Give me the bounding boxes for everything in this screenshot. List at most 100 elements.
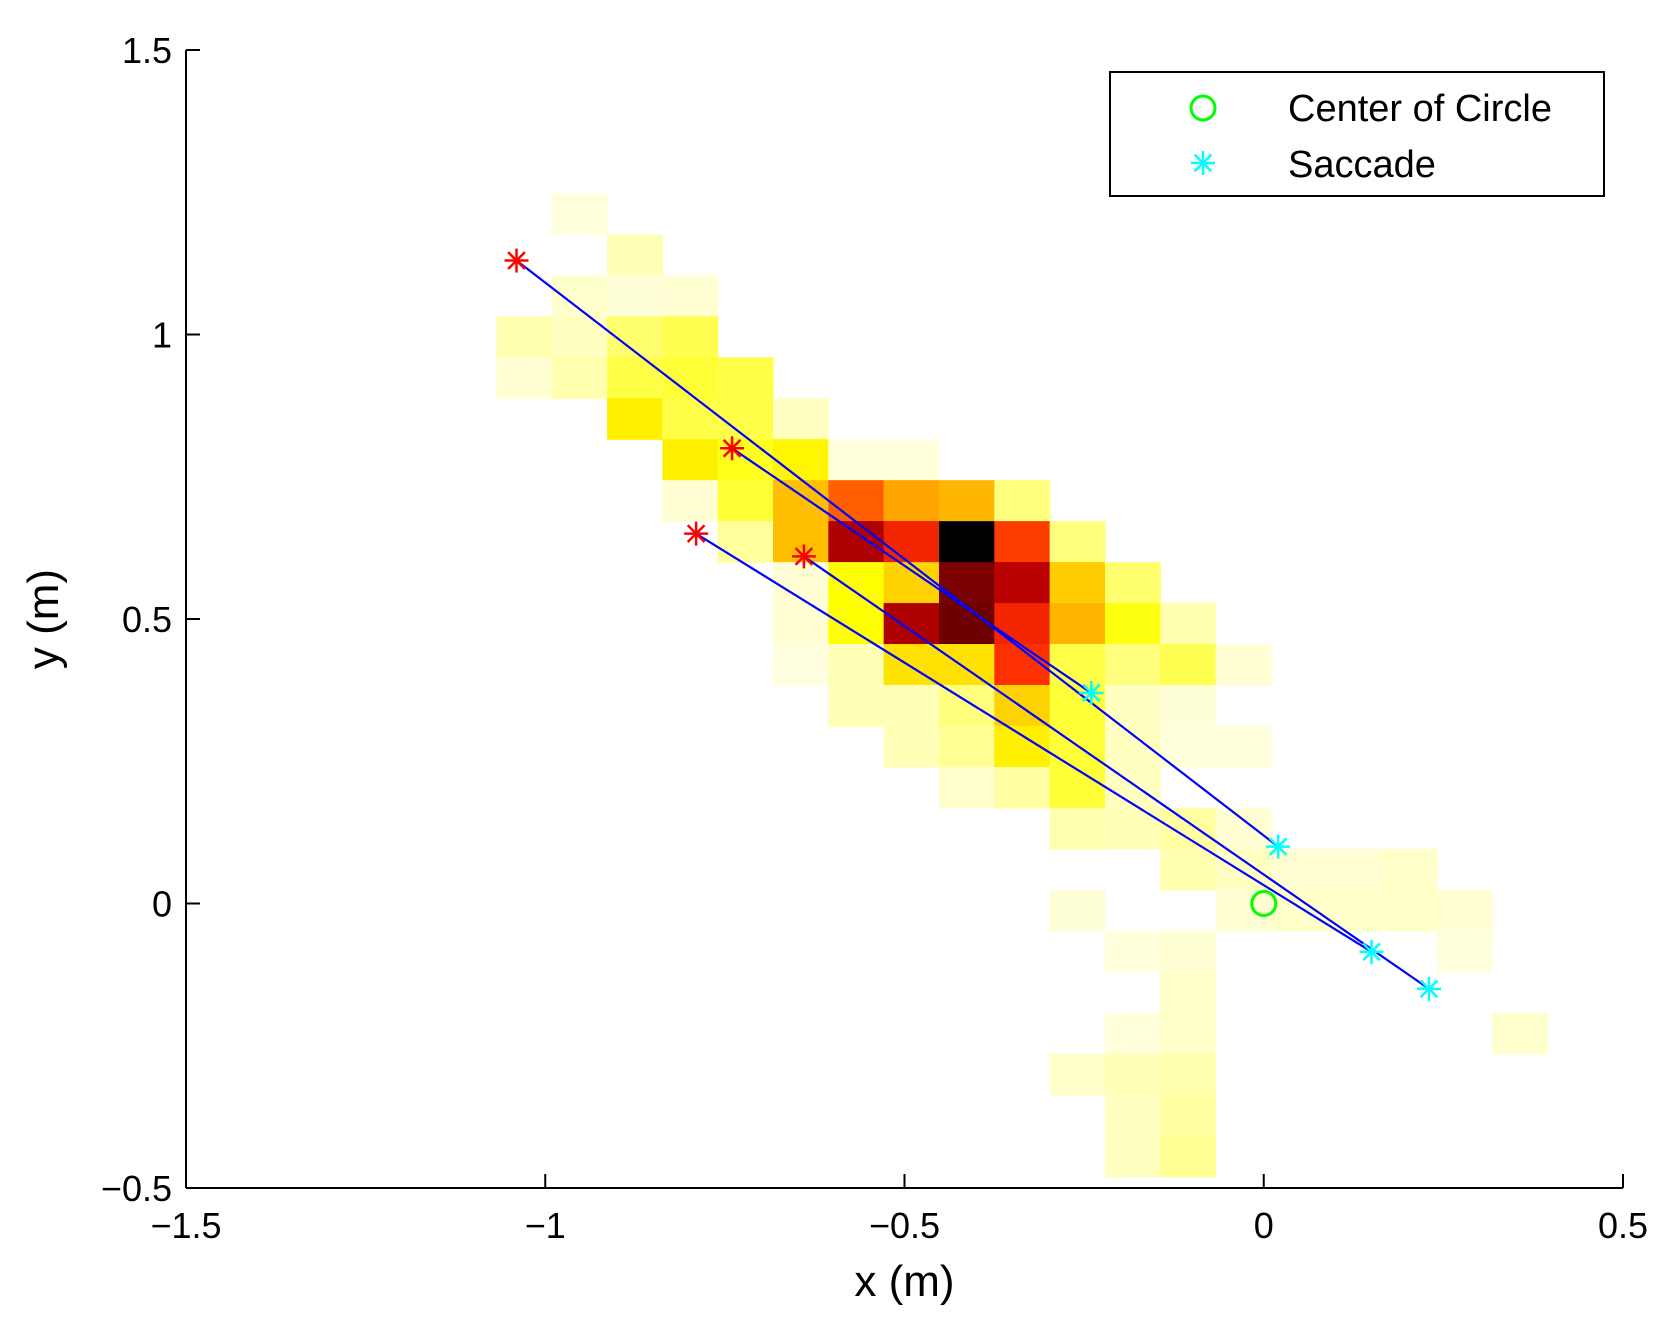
heatmap-cell (496, 316, 553, 358)
heatmap-cell (662, 316, 719, 358)
heatmap-cell (994, 480, 1051, 522)
heatmap-cell (551, 316, 608, 358)
x-tick-label: −0.5 (869, 1205, 940, 1246)
markers (504, 248, 1442, 1001)
heatmap-cell (994, 521, 1051, 563)
heatmap-cell (1049, 603, 1106, 645)
x-axis-ticks: −1.5 −1 −0.5 0 0.5 (150, 1174, 1648, 1246)
heatmap-cell (607, 275, 663, 317)
x-tick-label: 0.5 (1598, 1205, 1648, 1246)
heatmap-cell (1160, 971, 1217, 1014)
heatmap-cell (883, 521, 940, 563)
heatmap-cell (551, 193, 608, 235)
saccade-line (803, 555, 1430, 990)
heatmap-cell (1104, 725, 1161, 768)
heatmap-cell (994, 562, 1051, 604)
heatmap-cell (994, 766, 1051, 809)
heatmap-cell (717, 521, 774, 563)
heatmap-cell (1049, 1053, 1106, 1096)
heatmap-cell (717, 480, 774, 522)
heatmap-cell (1270, 848, 1327, 891)
heatmap-cell (1215, 889, 1272, 932)
heatmap-cell (1104, 807, 1161, 850)
y-tick-label: −0.5 (101, 1168, 172, 1209)
heatmap-cell (773, 603, 829, 645)
legend-label-center-of-circle: Center of Circle (1288, 88, 1552, 130)
heatmap-cell (1436, 889, 1493, 932)
heatmap-cell (1104, 1012, 1161, 1055)
heatmap-cell (1049, 644, 1106, 686)
legend: Center of Circle Saccade (1109, 71, 1605, 197)
saccade-lines (515, 259, 1430, 990)
heatmap-cell (1160, 725, 1217, 768)
heatmap-cell (938, 644, 995, 686)
heatmap-cell (551, 357, 608, 399)
x-axis-title: x (m) (854, 1257, 954, 1306)
legend-box (1109, 71, 1605, 197)
heatmap-cell (1160, 1053, 1217, 1096)
start-marker (791, 544, 816, 569)
heatmap-cell (883, 480, 940, 522)
y-tick-label: 0 (152, 884, 172, 925)
heatmap-cell (1104, 930, 1161, 973)
heatmap-cell (717, 357, 774, 399)
start-marker (684, 521, 709, 546)
center-of-circle-marker (1250, 890, 1278, 917)
legend-label-saccade: Saccade (1288, 144, 1436, 186)
heatmap-cell (828, 480, 885, 522)
heatmap-cell (1160, 848, 1217, 891)
heatmap-cell (662, 439, 719, 481)
heatmap-cell (1160, 603, 1217, 645)
heatmap-cell (773, 644, 829, 686)
heatmap-cell (883, 439, 940, 481)
heatmap-cell (1104, 562, 1161, 604)
heatmap-cell (662, 275, 719, 317)
heatmap-cell (938, 603, 995, 645)
heatmap-cell (717, 398, 774, 440)
saccade-marker (1359, 939, 1384, 964)
heatmap-cell (607, 234, 663, 276)
heatmap-cell (1049, 766, 1106, 809)
heatmap-cell (883, 603, 940, 645)
heatmap-cell (938, 480, 995, 522)
saccade-line (515, 259, 1279, 848)
heatmap-cell (1270, 889, 1327, 932)
start-marker (504, 248, 529, 273)
heatmap-cell (1160, 1135, 1217, 1178)
legend-saccade-marker (1191, 151, 1215, 175)
heatmap-cell (1436, 930, 1493, 973)
heatmap-cell (1381, 848, 1438, 891)
x-tick-label: 0 (1254, 1205, 1274, 1246)
heatmap-cell (994, 603, 1051, 645)
heatmap-cell (828, 562, 885, 604)
heatmap-cell (938, 521, 995, 563)
legend-center-of-circle-marker (1189, 94, 1217, 122)
heatmap-cell (1104, 766, 1161, 809)
heatmap-cell (1326, 848, 1383, 891)
heatmap-cell (773, 398, 829, 440)
plot-area (496, 193, 1549, 1178)
heatmap-cell (662, 398, 719, 440)
heatmap-cell (883, 685, 940, 727)
y-axis-ticks: −0.5 0 0.5 1 1.5 (101, 30, 200, 1209)
heatmap-cell (1160, 1094, 1217, 1137)
heatmap-cell (1381, 889, 1438, 932)
heatmap-cell (1049, 889, 1106, 932)
heatmap-cell (1215, 644, 1272, 686)
saccade-line (695, 532, 1373, 953)
heatmap-cell (496, 357, 553, 399)
heatmap-cell (773, 480, 829, 522)
x-tick-label: −1.5 (150, 1205, 221, 1246)
heatmap-cell (1160, 930, 1217, 973)
heatmap-cell (607, 357, 663, 399)
saccade-marker (1417, 976, 1442, 1001)
heatmap-cell (938, 562, 995, 604)
heatmap-cell (828, 685, 885, 727)
heatmap-cell (938, 685, 995, 727)
heatmap-cell (773, 439, 829, 481)
x-tick-label: −1 (525, 1205, 566, 1246)
heatmap-cell (1104, 1135, 1161, 1178)
y-axis-title: y (m) (19, 569, 68, 669)
y-tick-label: 0.5 (122, 599, 172, 640)
